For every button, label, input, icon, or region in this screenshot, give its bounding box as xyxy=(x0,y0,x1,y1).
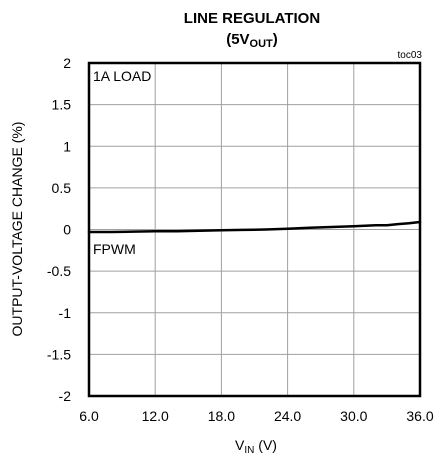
x-axis-label: VIN (V) xyxy=(235,437,277,456)
grid xyxy=(89,63,420,396)
x-tick-label: 36.0 xyxy=(406,408,433,424)
series-layer xyxy=(87,220,422,234)
x-tick-label: 18.0 xyxy=(208,408,235,424)
y-tick-label: -1 xyxy=(59,305,72,321)
x-tick-label: 24.0 xyxy=(274,408,301,424)
y-axis-label: OUTPUT-VOLTAGE CHANGE (%) xyxy=(9,122,25,337)
y-tick-label: 1.5 xyxy=(52,97,72,113)
chart-title-line2: (5VOUT) xyxy=(226,31,278,50)
annotation-mode: FPWM xyxy=(93,241,136,257)
y-tick-label: -2 xyxy=(59,388,72,404)
y-tick-label: 1 xyxy=(63,138,71,154)
x-tick-label: 30.0 xyxy=(340,408,367,424)
chart-title-suffix: ) xyxy=(273,31,278,48)
chart-title-subscript: OUT xyxy=(250,38,274,50)
chart-title-prefix: (5V xyxy=(226,31,249,48)
y-tick-label: 2 xyxy=(63,55,71,71)
x-tick-labels: 6.0 12.0 18.0 24.0 30.0 36.0 xyxy=(79,408,434,424)
y-tick-label: 0 xyxy=(63,222,71,238)
x-axis-label-main: V xyxy=(235,437,245,453)
y-tick-labels: 2 1.5 1 0.5 0 -0.5 -1 -1.5 -2 xyxy=(47,55,71,404)
x-tick-label: 12.0 xyxy=(142,408,169,424)
y-tick-label: -1.5 xyxy=(47,346,71,362)
figure-id: toc03 xyxy=(398,50,423,61)
x-axis-label-sub: IN xyxy=(244,445,254,456)
x-tick-label: 6.0 xyxy=(79,408,99,424)
chart-title-line1: LINE REGULATION xyxy=(184,10,320,27)
y-tick-label: 0.5 xyxy=(52,180,72,196)
series-line xyxy=(87,220,422,234)
plot-frame xyxy=(87,61,422,398)
y-tick-label: -0.5 xyxy=(47,263,71,279)
annotation-load: 1A LOAD xyxy=(93,68,151,84)
x-axis-label-unit: (V) xyxy=(254,437,277,453)
